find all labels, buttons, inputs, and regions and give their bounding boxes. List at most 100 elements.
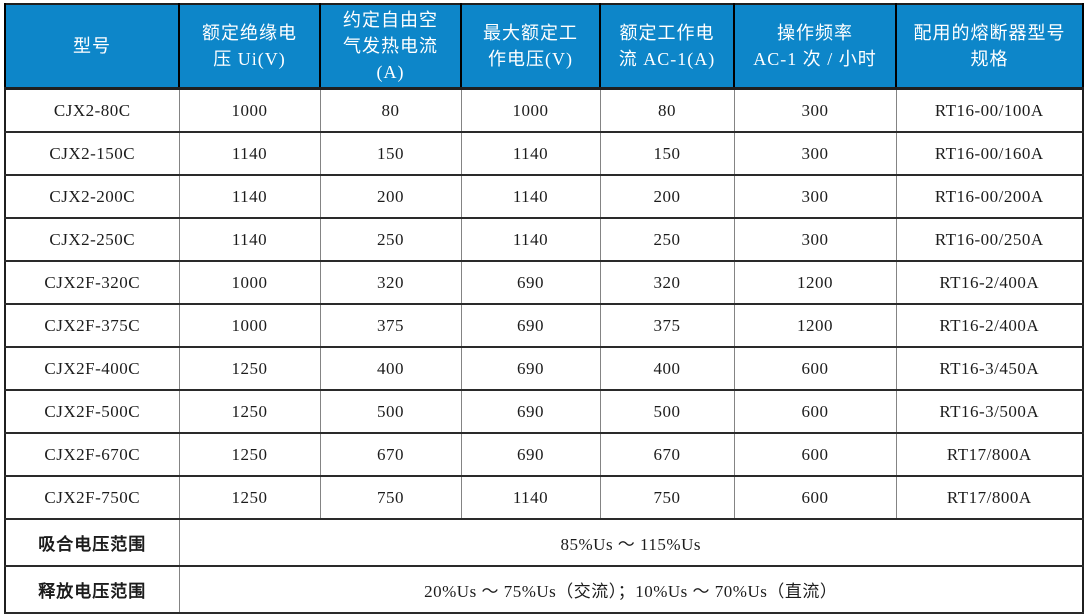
value-cell: 300 [733, 87, 897, 134]
column-header-line: 额定绝缘电 [202, 23, 297, 44]
model-cell: CJX2F-320C [4, 260, 180, 306]
column-header-line: 流 AC-1(A) [618, 49, 716, 70]
column-header-line: 气发热电流 [343, 36, 438, 57]
value-cell: RT16-00/200A [895, 174, 1084, 220]
column-header-line: 额定工作电 [619, 23, 715, 44]
value-cell: 690 [460, 346, 601, 392]
value-cell: 1250 [178, 475, 321, 521]
value-cell: 320 [319, 260, 462, 306]
value-cell: 1140 [460, 217, 601, 263]
column-header-line: AC-1 次 / 小时 [753, 49, 877, 70]
value-cell: 80 [599, 87, 735, 134]
value-cell: RT16-3/450A [895, 346, 1084, 392]
footer-row-release: 释放电压范围 20%Us ～ 75%Us（交流）；10%Us ～ 70%Us（直… [4, 565, 1084, 614]
footer-row-pickup: 吸合电压范围 85%Us ～ 115%Us [4, 518, 1084, 568]
value-cell: 600 [733, 389, 897, 435]
column-header-line: 约定自由空 [343, 10, 438, 30]
value-cell: 1200 [733, 260, 897, 306]
value-cell: RT16-2/400A [895, 303, 1084, 349]
column-header-rated-insulation-voltage: 额定绝缘电压 Ui(V) [178, 4, 321, 91]
value-cell: RT17/800A [895, 475, 1084, 521]
value-cell: RT16-2/400A [895, 260, 1084, 306]
value-cell: RT16-00/250A [895, 217, 1084, 263]
value-cell: 1000 [178, 260, 321, 306]
column-header-line: 型号 [73, 36, 111, 57]
value-cell: 670 [319, 432, 462, 478]
value-cell: 1140 [460, 131, 601, 177]
value-cell: RT16-00/160A [895, 131, 1084, 177]
table-row: CJX2F-500C 1250 500 690 500 600 RT16-3/500A [4, 389, 1084, 435]
value-cell: 690 [460, 432, 601, 478]
value-cell: 1000 [178, 87, 321, 134]
column-header-line: 操作频率 [777, 23, 853, 44]
model-cell: CJX2F-500C [4, 389, 180, 435]
pickup-voltage-value: 85%Us ～ 115%Us [178, 518, 1084, 568]
column-header-line: 配用的熔断器型号 [913, 23, 1066, 44]
value-cell: 300 [733, 217, 897, 263]
table-row: CJX2F-400C 1250 400 690 400 600 RT16-3/450A [4, 346, 1084, 392]
release-voltage-value: 20%Us ～ 75%Us（交流）；10%Us ～ 70%Us（直流） [178, 565, 1084, 614]
model-cell: CJX2F-670C [4, 432, 180, 478]
value-cell: 200 [599, 174, 735, 220]
pickup-voltage-label: 吸合电压范围 [4, 518, 180, 568]
column-header-rated-operating-current-ac1: 额定工作电流 AC-1(A) [599, 4, 735, 91]
value-cell: 500 [599, 389, 735, 435]
column-header-line: 最大额定工 [483, 23, 578, 44]
column-header-line: (A) [376, 62, 405, 83]
value-cell: 1140 [460, 475, 601, 521]
model-cell: CJX2F-750C [4, 475, 180, 521]
value-cell: 80 [319, 87, 462, 134]
column-header-operating-frequency: 操作频率 AC-1 次 / 小时 [733, 4, 897, 91]
table-row: CJX2-80C 1000 80 1000 80 300 RT16-00/100A [4, 87, 1084, 134]
model-cell: CJX2F-400C [4, 346, 180, 392]
value-cell: 750 [599, 475, 735, 521]
value-cell: 750 [319, 475, 462, 521]
value-cell: 300 [733, 131, 897, 177]
model-cell: CJX2-80C [4, 87, 180, 134]
value-cell: 300 [733, 174, 897, 220]
column-header-max-rated-operating-voltage: 最大额定工作电压(V) [460, 4, 601, 91]
column-header-model: 型号 [4, 4, 180, 91]
table-row: CJX2F-375C 1000 375 690 375 1200 RT16-2/400A [4, 303, 1084, 349]
value-cell: 1250 [178, 389, 321, 435]
value-cell: 250 [319, 217, 462, 263]
table-row: CJX2F-320C 1000 320 690 320 1200 RT16-2/400A [4, 260, 1084, 306]
value-cell: 600 [733, 475, 897, 521]
contactor-spec-table: 型号 额定绝缘电压 Ui(V) 约定自由空 气发热电流 (A) 最大额定工 作电压(V) 额定… [4, 3, 1084, 614]
table-row: CJX2-150C 1140 150 1140 150 300 RT16-00/160A [4, 131, 1084, 177]
value-cell: RT17/800A [895, 432, 1084, 478]
column-header-conventional-free-air-thermal-current: 约定自由空气发热电流 (A) [319, 4, 462, 91]
value-cell: 375 [599, 303, 735, 349]
value-cell: 1140 [178, 131, 321, 177]
column-header-line: 规格 [970, 49, 1009, 70]
value-cell: 375 [319, 303, 462, 349]
value-cell: 600 [733, 346, 897, 392]
table-row: CJX2F-750C 1250 750 1140 750 600 RT17/800A [4, 475, 1084, 521]
value-cell: 690 [460, 260, 601, 306]
table-row: CJX2-250C 1140 250 1140 250 300 RT16-00/250A [4, 217, 1084, 263]
value-cell: 690 [460, 389, 601, 435]
value-cell: 320 [599, 260, 735, 306]
table-row: CJX2-200C 1140 200 1140 200 300 RT16-00/200A [4, 174, 1084, 220]
value-cell: 1000 [178, 303, 321, 349]
column-header-line: 作电压(V) [488, 49, 573, 70]
value-cell: 1140 [178, 217, 321, 263]
value-cell: 1140 [460, 174, 601, 220]
model-cell: CJX2-250C [4, 217, 180, 263]
value-cell: 400 [599, 346, 735, 392]
value-cell: 670 [599, 432, 735, 478]
value-cell: 150 [599, 131, 735, 177]
value-cell: 600 [733, 432, 897, 478]
column-header-line: 压 Ui(V) [213, 49, 286, 70]
value-cell: 1200 [733, 303, 897, 349]
table-row: CJX2F-670C 1250 670 690 670 600 RT17/800A [4, 432, 1084, 478]
value-cell: 400 [319, 346, 462, 392]
value-cell: 1250 [178, 432, 321, 478]
value-cell: RT16-3/500A [895, 389, 1084, 435]
value-cell: 690 [460, 303, 601, 349]
release-voltage-label: 释放电压范围 [4, 565, 180, 614]
model-cell: CJX2-200C [4, 174, 180, 220]
value-cell: 500 [319, 389, 462, 435]
value-cell: 1140 [178, 174, 321, 220]
